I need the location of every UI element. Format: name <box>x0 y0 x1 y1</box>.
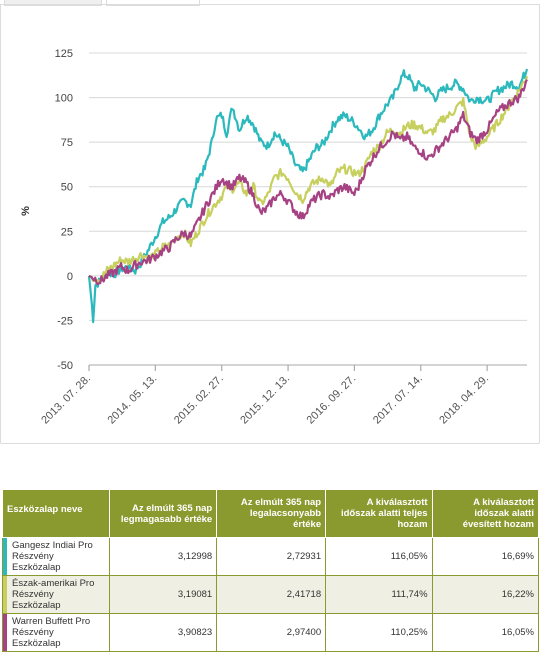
total-return: 116,05% <box>325 537 433 576</box>
header-total: A kiválasztott időszak alatti teljes hoz… <box>325 489 433 538</box>
x-axis: 2013. 07. 28. 2014. 05. 13. 2015. 02. 27. 2… <box>39 364 527 427</box>
series-line <box>88 75 529 285</box>
header-name: Eszközalap neve <box>2 489 110 538</box>
fund-name[interactable]: Warren Buffett Pro Részvény Eszközalap <box>12 616 91 649</box>
x-tick-label: 2018. 04. 29. <box>437 373 491 427</box>
series-color-swatch <box>3 576 7 613</box>
total-return: 111,74% <box>325 575 433 614</box>
x-tick-label: 2016. 09. 27. <box>305 373 359 427</box>
header-max: Az elmúlt 365 nap legmagasabb értéke <box>108 489 218 538</box>
x-tick-label: 2017. 07. 14. <box>371 373 425 427</box>
y-tick-label: 50 <box>61 182 73 194</box>
y-tick-label: 125 <box>55 48 73 60</box>
header-min: Az elmúlt 365 nap legalacsonyabb értéke <box>216 489 327 538</box>
series-line <box>87 68 529 324</box>
series-color-swatch <box>3 538 7 575</box>
fund-name-cell: Warren Buffett Pro Részvény Eszközalap <box>2 613 110 652</box>
header-annual: A kiválasztott időszak alatti évesített … <box>431 489 540 538</box>
x-tick-label: 2015. 12. 13. <box>238 373 292 427</box>
max-value: 3,90823 <box>108 613 218 652</box>
x-tick-label: 2014. 05. 13. <box>105 373 159 427</box>
max-value: 3,19081 <box>108 575 218 614</box>
table-row: Warren Buffett Pro Részvény Eszközalap 3… <box>2 613 540 652</box>
chart-panel: -50 -25 0 25 50 75 100 125 2013. 07. 28. 2014. 0… <box>0 4 540 444</box>
y-tick-label: -25 <box>57 315 73 327</box>
y-tick-label: 25 <box>61 226 73 238</box>
y-tick-label: -50 <box>57 360 73 372</box>
y-axis-label: % <box>20 206 32 216</box>
total-return: 110,25% <box>325 613 433 652</box>
tab-strip <box>0 0 541 6</box>
y-axis: -50 -25 0 25 50 75 100 125 <box>55 48 73 372</box>
min-value: 2,41718 <box>216 575 327 614</box>
y-tick-label: 75 <box>61 137 73 149</box>
y-tick-label: 0 <box>67 271 73 283</box>
fund-name-cell: Gangesz Indiai Pro Részvény Eszközalap <box>2 537 110 576</box>
chart-series <box>87 68 529 324</box>
tab-inactive[interactable] <box>4 0 102 6</box>
min-value: 2,97400 <box>216 613 327 652</box>
tab-active[interactable] <box>106 0 200 6</box>
annual-return: 16,69% <box>431 537 540 576</box>
fund-table: Eszközalap neve Az elmúlt 365 nap legmag… <box>2 489 540 652</box>
fund-name[interactable]: Gangesz Indiai Pro Részvény Eszközalap <box>12 540 93 573</box>
x-tick-label: 2013. 07. 28. <box>39 373 93 427</box>
y-tick-label: 100 <box>55 93 73 105</box>
series-line <box>88 79 528 286</box>
series-color-swatch <box>3 614 7 651</box>
table-row: Gangesz Indiai Pro Részvény Eszközalap 3… <box>2 537 540 576</box>
min-value: 2,72931 <box>216 537 327 576</box>
fund-name-cell: Észak-amerikai Pro Részvény Eszközalap <box>2 575 110 614</box>
max-value: 3,12998 <box>108 537 218 576</box>
annual-return: 16,22% <box>431 575 540 614</box>
annual-return: 16,05% <box>431 613 540 652</box>
fund-name[interactable]: Észak-amerikai Pro Részvény Eszközalap <box>12 578 95 611</box>
table-row: Észak-amerikai Pro Részvény Eszközalap 3… <box>2 575 540 614</box>
line-chart: -50 -25 0 25 50 75 100 125 2013. 07. 28. 2014. 0… <box>20 48 529 427</box>
x-tick-label: 2015. 02. 27. <box>172 373 226 427</box>
